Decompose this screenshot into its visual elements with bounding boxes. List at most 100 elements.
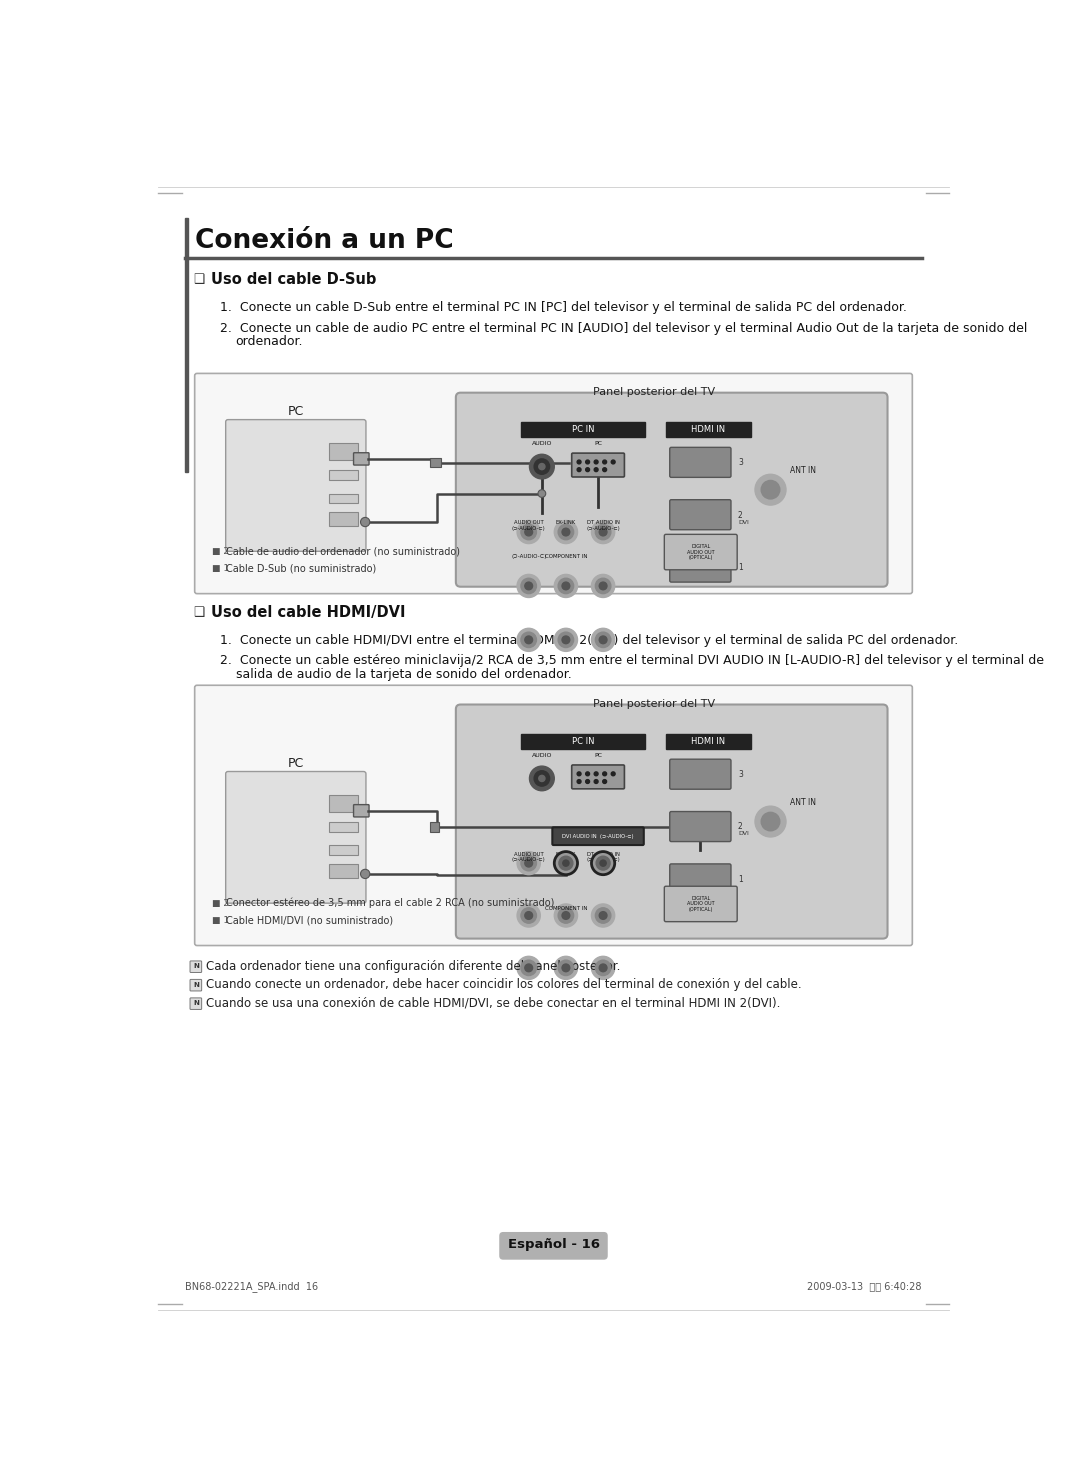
Circle shape [577, 772, 581, 775]
Circle shape [595, 855, 611, 871]
FancyBboxPatch shape [670, 864, 731, 894]
Text: Panel posterior del TV: Panel posterior del TV [593, 387, 715, 397]
Text: EX-LINK: EX-LINK [556, 520, 576, 526]
Text: DT AUDIO IN
(⊃-AUDIO-⊂): DT AUDIO IN (⊃-AUDIO-⊂) [586, 852, 620, 863]
Circle shape [521, 525, 537, 539]
Circle shape [594, 459, 598, 464]
FancyBboxPatch shape [571, 765, 624, 788]
Text: DT AUDIO IN
(⊃-AUDIO-⊂): DT AUDIO IN (⊃-AUDIO-⊂) [586, 520, 620, 531]
Circle shape [558, 525, 573, 539]
Text: ■ 2: ■ 2 [213, 898, 229, 907]
Text: 3: 3 [738, 458, 743, 467]
FancyBboxPatch shape [190, 960, 202, 972]
Circle shape [554, 575, 578, 597]
Circle shape [554, 956, 578, 980]
Text: N: N [193, 963, 199, 969]
Circle shape [554, 852, 578, 874]
Text: Cuando se usa una conexión de cable HDMI/DVI, se debe conectar en el terminal HD: Cuando se usa una conexión de cable HDMI… [206, 997, 781, 1009]
Text: Panel posterior del TV: Panel posterior del TV [593, 700, 715, 708]
Circle shape [595, 908, 611, 923]
Circle shape [525, 860, 532, 867]
Circle shape [596, 857, 610, 870]
Circle shape [525, 582, 532, 590]
Text: 2009-03-13  오후 6:40:28: 2009-03-13 오후 6:40:28 [807, 1282, 921, 1292]
Circle shape [559, 857, 572, 870]
Circle shape [761, 480, 780, 499]
Circle shape [521, 855, 537, 871]
Text: ordenador.: ordenador. [235, 335, 303, 348]
Circle shape [585, 459, 590, 464]
Circle shape [558, 908, 573, 923]
Bar [328, 864, 359, 877]
Bar [328, 823, 359, 831]
FancyBboxPatch shape [670, 499, 731, 529]
Circle shape [563, 860, 569, 865]
Circle shape [761, 812, 780, 831]
Circle shape [554, 904, 578, 928]
Text: Conector estéreo de 3,5 mm para el cable 2 RCA (no suministrado): Conector estéreo de 3,5 mm para el cable… [227, 898, 555, 908]
Bar [521, 422, 645, 437]
Circle shape [594, 468, 598, 471]
Circle shape [361, 517, 369, 526]
Circle shape [594, 772, 598, 775]
FancyBboxPatch shape [456, 393, 888, 587]
Circle shape [517, 956, 540, 980]
FancyBboxPatch shape [552, 827, 644, 845]
Text: Cuando conecte un ordenador, debe hacer coincidir los colores del terminal de co: Cuando conecte un ordenador, debe hacer … [206, 978, 802, 991]
Text: 1: 1 [738, 874, 743, 883]
Text: PC: PC [594, 753, 603, 757]
Text: ■ 2: ■ 2 [213, 547, 229, 556]
Text: BN68-02221A_SPA.indd  16: BN68-02221A_SPA.indd 16 [186, 1280, 319, 1292]
Text: Uso del cable D-Sub: Uso del cable D-Sub [211, 273, 376, 288]
Circle shape [539, 464, 545, 470]
Circle shape [599, 860, 607, 867]
Text: DIGITAL
AUDIO OUT
(OPTICAL): DIGITAL AUDIO OUT (OPTICAL) [687, 544, 715, 560]
Text: DVI: DVI [738, 831, 748, 836]
Circle shape [525, 963, 532, 972]
Circle shape [600, 860, 606, 865]
Circle shape [558, 855, 573, 871]
Text: COMPONENT IN: COMPONENT IN [544, 554, 588, 559]
Bar [430, 823, 438, 831]
Text: ❑: ❑ [193, 273, 204, 286]
Circle shape [603, 772, 607, 775]
Circle shape [521, 633, 537, 648]
Circle shape [538, 489, 545, 498]
Circle shape [599, 911, 607, 919]
Circle shape [562, 911, 570, 919]
Circle shape [562, 582, 570, 590]
Circle shape [558, 960, 573, 975]
Circle shape [585, 468, 590, 471]
Text: 2: 2 [738, 823, 743, 831]
Text: AUDIO OUT
(⊃-AUDIO-⊂): AUDIO OUT (⊃-AUDIO-⊂) [512, 852, 545, 863]
Text: Conexión a un PC: Conexión a un PC [195, 228, 454, 253]
Text: ■ 1: ■ 1 [213, 916, 230, 925]
Text: N: N [193, 981, 199, 988]
Circle shape [558, 578, 573, 594]
Circle shape [603, 459, 607, 464]
Bar [521, 734, 645, 750]
Text: ANT IN: ANT IN [789, 465, 815, 474]
Circle shape [611, 459, 616, 464]
Circle shape [599, 963, 607, 972]
FancyBboxPatch shape [664, 886, 738, 922]
Circle shape [585, 780, 590, 784]
FancyBboxPatch shape [353, 805, 369, 817]
Circle shape [585, 772, 590, 775]
Text: ❑: ❑ [193, 606, 204, 618]
Circle shape [611, 772, 616, 775]
Circle shape [525, 528, 532, 536]
Text: 2.  Conecte un cable estéreo miniclavija/2 RCA de 3,5 mm entre el terminal DVI A: 2. Conecte un cable estéreo miniclavija/… [220, 655, 1044, 667]
Text: 2.  Conecte un cable de audio PC entre el terminal PC IN [AUDIO] del televisor y: 2. Conecte un cable de audio PC entre el… [220, 322, 1028, 335]
Text: Cada ordenador tiene una configuración diferente del panel posterior.: Cada ordenador tiene una configuración d… [206, 960, 621, 972]
FancyBboxPatch shape [353, 452, 369, 465]
Circle shape [592, 956, 615, 980]
Circle shape [539, 775, 545, 781]
Circle shape [603, 468, 607, 471]
FancyBboxPatch shape [456, 704, 888, 938]
Circle shape [599, 582, 607, 590]
FancyBboxPatch shape [571, 453, 624, 477]
Circle shape [592, 628, 615, 652]
Bar [328, 443, 359, 461]
Bar [328, 494, 359, 502]
